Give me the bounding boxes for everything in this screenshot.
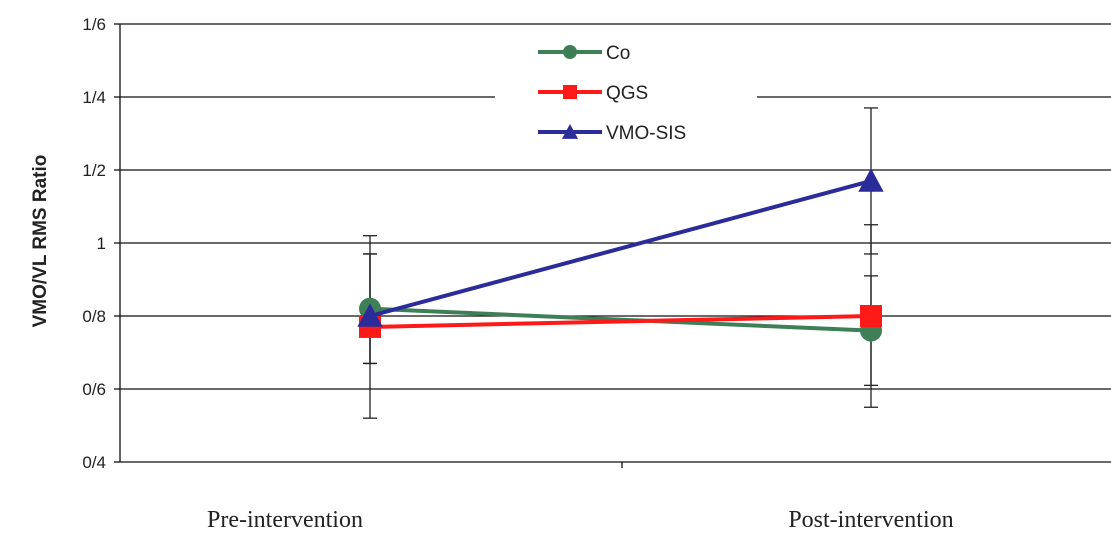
legend-box xyxy=(495,40,757,166)
legend: Co QGS VMO-SIS xyxy=(495,40,757,166)
data-point-qgs xyxy=(860,305,882,327)
y-tick-label: 0/6 xyxy=(82,380,106,399)
y-axis-label: VMO/VL RMS Ratio xyxy=(30,155,51,328)
legend-label-vmo-sis: VMO-SIS xyxy=(606,123,686,144)
x-category-label-post: Post-intervention xyxy=(788,507,953,533)
y-tick-label: 0/8 xyxy=(82,307,106,326)
x-category-label-pre: Pre-intervention xyxy=(207,507,363,533)
legend-marker-vmo-sis xyxy=(561,123,579,139)
y-tick-label: 1/2 xyxy=(82,161,106,180)
y-tick-label: 1/4 xyxy=(82,88,106,107)
series-layer xyxy=(357,168,884,342)
y-tick-label: 1 xyxy=(97,234,106,253)
legend-marker-qgs xyxy=(563,85,577,99)
legend-marker-co xyxy=(563,45,577,59)
data-point-vmo-sis xyxy=(357,303,383,327)
data-point-vmo-sis xyxy=(858,168,884,192)
legend-label-qgs: QGS xyxy=(606,83,648,104)
axis-layer: 0/4 0/6 0/8 1 1/2 1/4 1/6 xyxy=(82,15,1111,472)
series-line-qgs xyxy=(369,314,872,329)
legend-label-co: Co xyxy=(606,43,630,64)
series-line-vmo-sis xyxy=(369,179,872,318)
y-tick-label: 0/4 xyxy=(82,453,106,472)
y-tick-label: 1/6 xyxy=(82,15,106,34)
